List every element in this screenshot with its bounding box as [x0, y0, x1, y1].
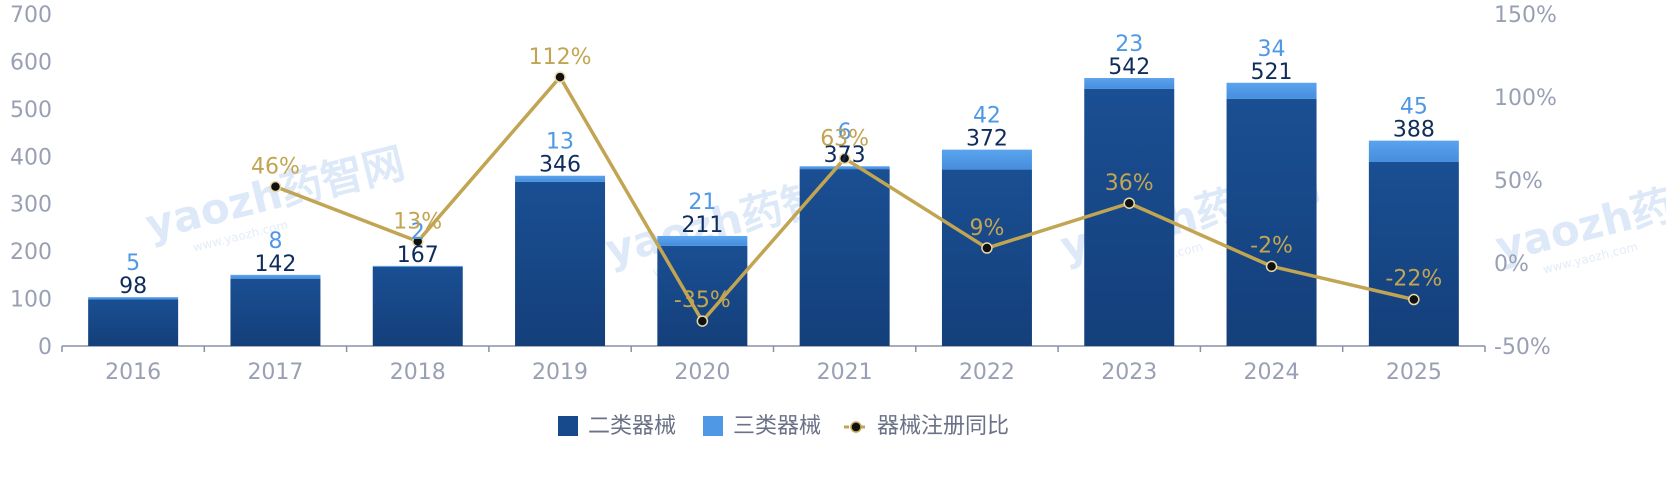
x-tick-label: 2025 [1386, 360, 1442, 385]
legend: 二类器械 三类器械 器械注册同比 [558, 414, 1009, 439]
legend-swatch-2 [703, 416, 723, 436]
x-tick-label: 2023 [1101, 360, 1157, 385]
bar-class2-2021 [799, 169, 890, 346]
bar-class3-2018 [372, 265, 463, 267]
label-class2-2017: 142 [254, 252, 296, 277]
y-left-tick-label: 200 [10, 240, 52, 265]
axes: 0 100 200 300 400 500 600 700 -50% 0% 50% 100% 150% 2… [10, 3, 1557, 385]
label-yoy-2021: 63% [820, 126, 869, 151]
label-yoy-2024: -2% [1250, 233, 1293, 258]
x-tick-label: 2017 [247, 360, 303, 385]
label-yoy-2017: 46% [251, 155, 300, 180]
yoy-point-2018 [412, 235, 424, 248]
bar-class2-2019 [515, 181, 606, 346]
label-yoy-2020: -35% [674, 288, 731, 313]
bar-class2-2024 [1226, 98, 1317, 346]
label-class3-2020: 21 [688, 190, 716, 215]
x-tick-label: 2021 [817, 360, 873, 385]
yoy-point-2025 [1408, 293, 1420, 306]
y-left-tick-label: 600 [10, 50, 52, 75]
label-class3-2016: 5 [126, 251, 140, 276]
x-tick-label: 2020 [674, 360, 730, 385]
legend-label: 二类器械 [588, 414, 676, 439]
y-left-tick-label: 400 [10, 145, 52, 170]
yoy-point-2022 [981, 242, 993, 254]
label-class2-2021: 373 [824, 143, 866, 168]
label-yoy-2018: 13% [393, 209, 442, 234]
y-left-tick-label: 0 [38, 335, 52, 360]
bar-class3-2019 [515, 175, 606, 182]
label-class3-2018: 2 [411, 220, 425, 245]
x-tick-label: 2019 [532, 360, 588, 385]
label-class3-2017: 8 [268, 229, 282, 254]
y-left-tick-label: 100 [10, 288, 52, 313]
yoy-point-2017 [269, 180, 282, 193]
label-class2-2024: 521 [1251, 60, 1293, 85]
bar-class2-2017 [230, 278, 321, 346]
bar-class3-2024 [1226, 82, 1317, 99]
bar-class2-2020 [657, 245, 748, 346]
label-class3-2023: 23 [1115, 32, 1143, 57]
bar-class3-2016 [88, 297, 179, 300]
yoy-point-2024 [1265, 260, 1278, 273]
legend-swatch-dot [850, 421, 862, 433]
y-right-tick-label: 50% [1494, 169, 1543, 194]
label-class2-2020: 211 [681, 213, 723, 238]
y-right-tick-label: 100% [1494, 86, 1557, 111]
legend-swatch-1 [558, 416, 578, 436]
x-tick-label: 2024 [1244, 360, 1300, 385]
bar-class3-2022 [941, 149, 1032, 170]
label-yoy-2022: 9% [969, 216, 1004, 241]
yoy-point-2021 [838, 152, 851, 165]
bar-class3-2023 [1084, 78, 1175, 89]
bar-class2-2025 [1368, 161, 1459, 346]
label-class3-2021: 6 [838, 120, 852, 145]
yoy-line [269, 71, 1420, 327]
label-class3-2019: 13 [546, 130, 574, 155]
label-class2-2018: 167 [397, 243, 439, 268]
label-class2-2019: 346 [539, 153, 581, 178]
x-tick-label: 2022 [959, 360, 1015, 385]
bar-class3-2020 [657, 235, 748, 246]
yoy-point-2023 [1123, 197, 1135, 209]
label-class3-2025: 45 [1400, 95, 1428, 120]
y-right-tick-label: 150% [1494, 3, 1557, 28]
x-tick-label: 2018 [390, 360, 446, 385]
label-yoy-2025: -22% [1385, 267, 1442, 292]
y-left-tick-label: 700 [10, 3, 52, 28]
legend-label: 器械注册同比 [877, 414, 1009, 439]
y-left-tick-label: 300 [10, 193, 52, 218]
label-class3-2024: 34 [1258, 37, 1286, 62]
label-yoy-2019: 112% [529, 45, 592, 70]
bars [88, 78, 1459, 347]
x-tick-label: 2016 [105, 360, 161, 385]
yoy-point-2020 [696, 315, 709, 327]
bar-class2-2016 [88, 299, 179, 346]
bar-class3-2025 [1368, 140, 1459, 162]
yoy-point-2019 [554, 71, 566, 83]
bar-class3-2017 [230, 274, 321, 279]
y-right-tick-label: -50% [1494, 335, 1551, 360]
bar-class3-2021 [799, 166, 890, 170]
label-class2-2025: 388 [1393, 118, 1435, 143]
bar-class2-2018 [372, 266, 463, 346]
bar-class2-2022 [941, 169, 1032, 346]
label-class3-2022: 42 [973, 104, 1001, 129]
label-class2-2023: 542 [1108, 55, 1150, 80]
y-right-tick-label: 0% [1494, 252, 1529, 277]
label-class2-2022: 372 [966, 127, 1008, 152]
label-class2-2016: 98 [119, 274, 147, 299]
legend-label: 三类器械 [733, 414, 821, 439]
y-left-tick-label: 500 [10, 98, 52, 123]
label-yoy-2023: 36% [1105, 171, 1154, 196]
